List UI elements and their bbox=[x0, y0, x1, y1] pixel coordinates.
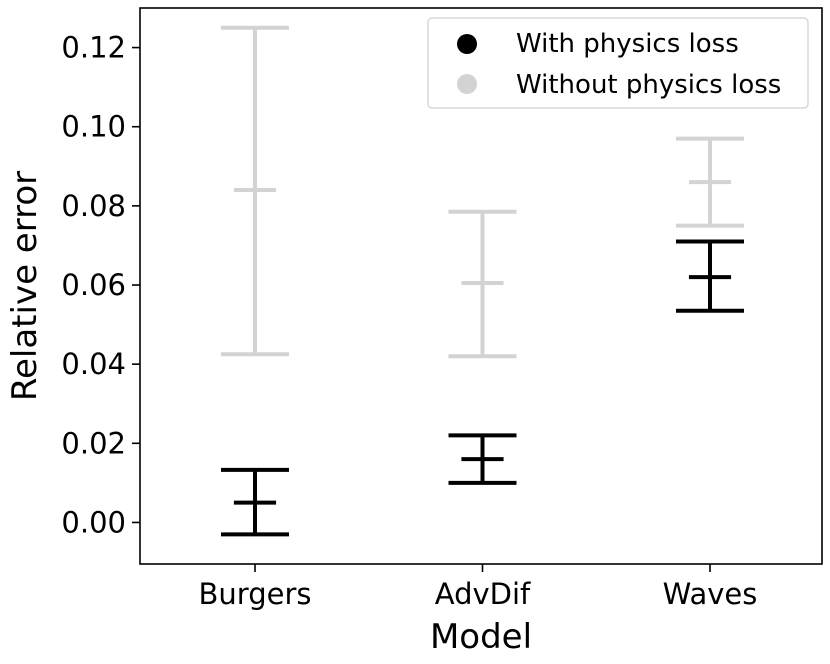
x-tick-label: Burgers bbox=[199, 577, 312, 611]
legend-label-with-physics: With physics loss bbox=[516, 29, 739, 59]
y-tick-label: 0.10 bbox=[61, 110, 126, 144]
legend: With physics loss Without physics loss bbox=[427, 17, 809, 109]
errorbar-without-physics bbox=[448, 209, 517, 359]
legend-label-without-physics: Without physics loss bbox=[516, 70, 781, 100]
y-tick-label: 0.02 bbox=[61, 426, 126, 460]
legend-box bbox=[427, 17, 809, 109]
errorbar-with-physics bbox=[448, 433, 517, 485]
y-tick-label: 0.04 bbox=[61, 347, 126, 381]
y-tick-label: 0.08 bbox=[61, 189, 126, 223]
x-ticks: Burgers AdvDif Waves bbox=[199, 564, 758, 611]
plot-frame bbox=[139, 7, 823, 565]
errorbar-without-physics bbox=[221, 25, 289, 357]
errorbar-without-physics bbox=[676, 136, 744, 228]
series-without-physics bbox=[221, 25, 744, 359]
series-layer bbox=[221, 25, 744, 537]
y-ticks: 0.00 0.02 0.04 0.06 0.08 0.10 0.12 bbox=[61, 31, 140, 539]
y-axis-title: Relative error bbox=[5, 171, 45, 401]
y-tick-label: 0.06 bbox=[61, 268, 126, 302]
legend-marker-without-physics bbox=[457, 74, 477, 94]
x-axis-title: Model bbox=[430, 617, 532, 657]
x-tick-label: Waves bbox=[663, 577, 758, 611]
x-tick-label: AdvDif bbox=[435, 577, 531, 611]
errorbar-with-physics bbox=[676, 239, 744, 313]
errorbar-with-physics bbox=[221, 467, 289, 537]
y-tick-label: 0.00 bbox=[61, 505, 126, 539]
legend-marker-with-physics bbox=[457, 34, 477, 54]
series-with-physics bbox=[221, 239, 744, 537]
y-tick-label: 0.12 bbox=[61, 31, 126, 65]
